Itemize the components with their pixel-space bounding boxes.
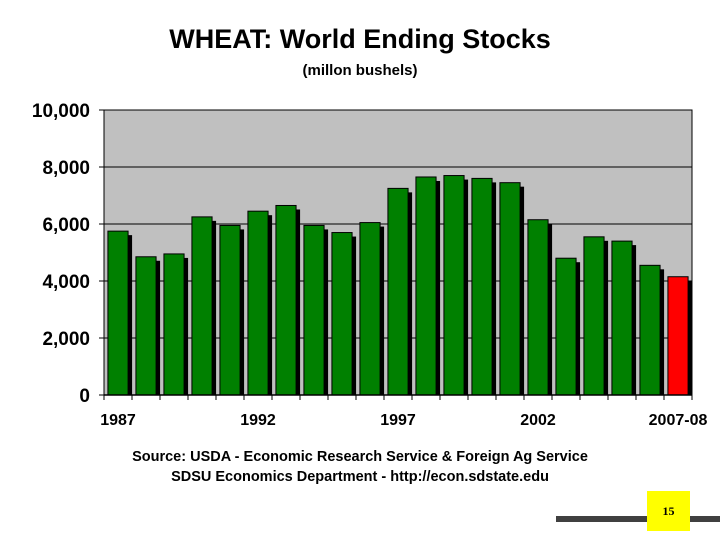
footer-bar [556, 516, 720, 522]
bar-1999 [443, 175, 465, 396]
page-number: 15 [647, 491, 690, 531]
bar-2006 [639, 264, 661, 396]
bar-1991 [219, 224, 241, 396]
x-tick-label: 2002 [520, 412, 556, 429]
bar-1998 [415, 176, 437, 396]
y-tick-label: 4,000 [42, 272, 90, 293]
y-tick-label: 10,000 [32, 101, 90, 122]
bar-1996 [359, 222, 381, 396]
x-tick-label: 1992 [240, 412, 276, 429]
x-tick-label: 2007-08 [649, 412, 708, 429]
bar-1988 [135, 256, 157, 396]
bar-2007-08 [667, 276, 689, 396]
bar-1997 [387, 187, 409, 396]
bar-1987 [107, 230, 129, 396]
bar-2002 [527, 219, 549, 396]
bar-1990 [191, 216, 213, 396]
bar-2003 [555, 257, 577, 396]
source-line-2: SDSU Economics Department - http://econ.… [171, 469, 549, 485]
x-tick-label: 1987 [100, 412, 136, 429]
bar-1995 [331, 232, 353, 396]
source-line-1: Source: USDA - Economic Research Service… [132, 449, 588, 465]
y-tick-label: 0 [79, 386, 90, 407]
y-tick-label: 6,000 [42, 215, 90, 236]
y-tick-label: 2,000 [42, 329, 90, 350]
chart-title: WHEAT: World Ending Stocks [169, 24, 551, 54]
bar-2005 [611, 240, 633, 396]
x-tick-label: 1997 [380, 412, 416, 429]
bar-1994 [303, 224, 325, 396]
bar-1989 [163, 253, 185, 396]
bar-1993 [275, 204, 297, 396]
y-tick-label: 8,000 [42, 158, 90, 179]
bar-2004 [583, 236, 605, 396]
bar-2001 [499, 182, 521, 396]
bar-1992 [247, 210, 269, 396]
chart-subtitle: (millon bushels) [302, 62, 418, 79]
bar-2000 [471, 177, 493, 396]
